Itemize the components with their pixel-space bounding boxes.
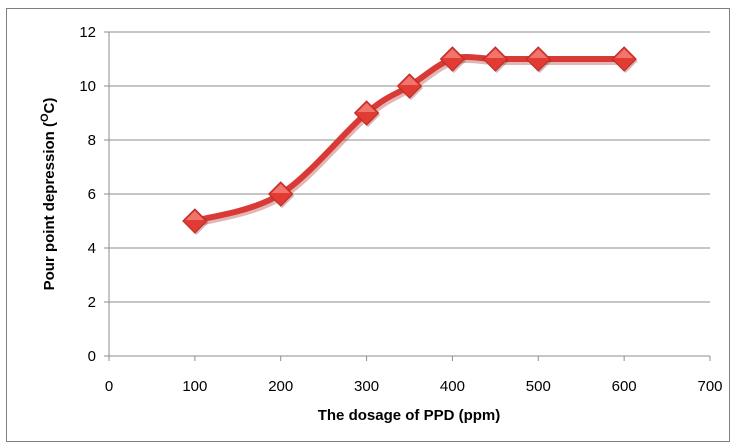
- x-tick-label: 200: [268, 378, 293, 395]
- data-point-marker: [525, 46, 552, 73]
- marker-highlight: [615, 49, 634, 58]
- y-tick-label: 12: [79, 24, 96, 41]
- marker-diamond: [353, 100, 380, 126]
- marker-diamond: [182, 208, 208, 234]
- y-tick-label: 2: [88, 294, 96, 311]
- marker-diamond: [611, 46, 637, 72]
- data-point-marker: [611, 46, 638, 73]
- x-tick-label: 100: [182, 378, 207, 395]
- x-tick-label: 600: [612, 378, 637, 395]
- x-axis-title: The dosage of PPD (ppm): [318, 407, 501, 424]
- marker-highlight: [529, 49, 548, 58]
- axes: [104, 31, 711, 361]
- gridlines: [109, 31, 710, 303]
- marker-highlight: [271, 184, 290, 193]
- data-point-marker: [396, 73, 423, 100]
- marker-diamond: [525, 46, 551, 72]
- marker-diamond: [439, 46, 466, 72]
- y-axis-title: Pour point depression (OC): [39, 98, 58, 291]
- marker-highlight: [357, 103, 376, 112]
- x-tick-label: 0: [105, 378, 113, 395]
- data-point-marker: [268, 181, 295, 208]
- marker-diamond: [268, 181, 294, 207]
- y-tick-labels: 0 2 4 6 8 10 12: [79, 24, 96, 365]
- marker-highlight: [185, 211, 204, 220]
- marker-highlight: [486, 49, 505, 58]
- data-point-marker: [353, 100, 381, 127]
- x-tick-label: 300: [354, 378, 379, 395]
- data-point-marker: [482, 46, 509, 73]
- y-tick-label: 6: [88, 186, 96, 203]
- y-tick-label: 8: [88, 132, 96, 149]
- chart-frame: [6, 8, 730, 442]
- x-tick-label: 500: [526, 378, 551, 395]
- marker-diamond: [396, 73, 423, 99]
- data-point-marker: [439, 46, 466, 73]
- x-tick-label: 400: [440, 378, 465, 395]
- x-tick-label: 700: [697, 378, 722, 395]
- marker-highlight: [400, 76, 419, 85]
- data-point-marker: [182, 208, 209, 235]
- marker-diamond: [482, 46, 509, 72]
- y-tick-label: 10: [79, 78, 96, 95]
- y-tick-label: 4: [88, 240, 96, 257]
- y-tick-label: 0: [88, 348, 96, 365]
- x-tick-labels: 0 100 200 300 400 500 600 700: [105, 378, 723, 395]
- marker-highlight: [443, 49, 462, 58]
- series-layer: [182, 46, 638, 235]
